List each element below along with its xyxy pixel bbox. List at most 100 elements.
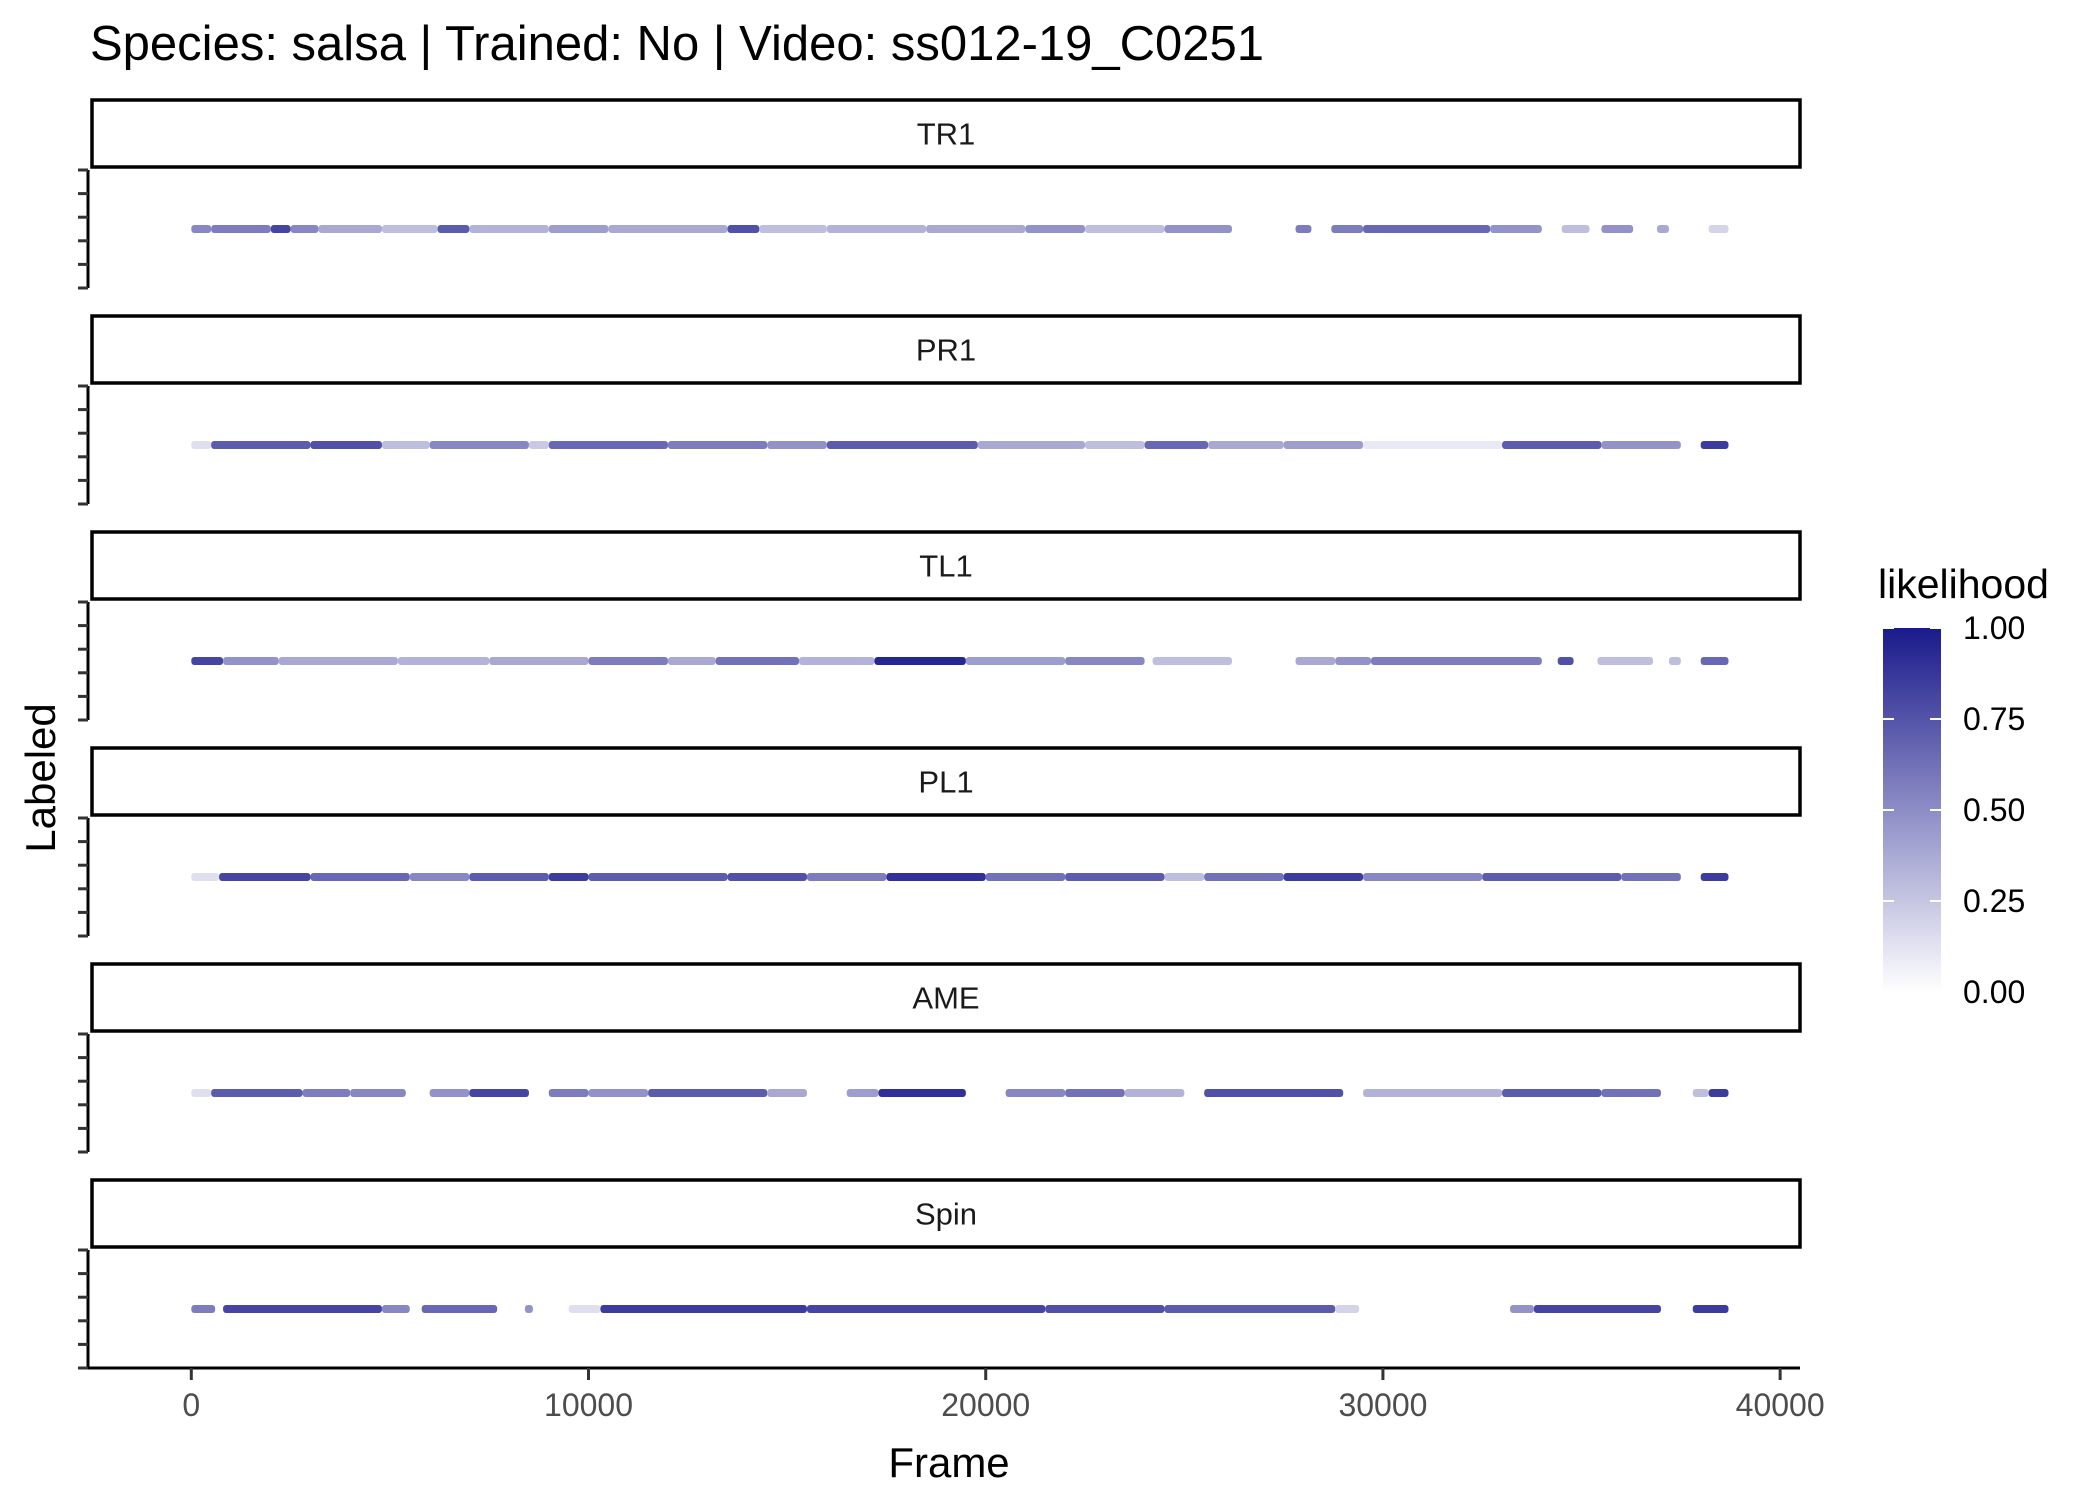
data-segment — [826, 225, 927, 233]
data-segment — [759, 225, 827, 233]
data-segment — [1085, 225, 1165, 233]
data-segment — [767, 1089, 807, 1097]
facet-label: PL1 — [918, 765, 973, 800]
data-segment — [1204, 1089, 1344, 1097]
data-segment — [302, 1089, 351, 1097]
x-tick-label: 0 — [182, 1387, 200, 1423]
data-segment — [1335, 1305, 1360, 1313]
data-segment — [548, 225, 609, 233]
data-segment — [886, 873, 986, 881]
data-segment — [727, 873, 807, 881]
data-segment — [608, 225, 728, 233]
data-segment — [1124, 1089, 1185, 1097]
data-segment — [1700, 657, 1729, 665]
data-segment — [310, 441, 382, 449]
data-segment — [1204, 873, 1284, 881]
data-segment — [1335, 657, 1372, 665]
data-segment — [548, 1089, 589, 1097]
data-segment — [568, 1305, 601, 1313]
x-tick-label: 30000 — [1338, 1387, 1427, 1423]
data-segment — [1025, 225, 1086, 233]
data-segment — [469, 225, 549, 233]
data-segment — [381, 441, 430, 449]
data-segment — [965, 657, 1066, 665]
data-segment — [429, 1089, 470, 1097]
legend: likelihood 1.00 0.75 0.50 0.25 0.00 — [1878, 561, 2049, 1010]
data-segment — [437, 225, 470, 233]
data-segment — [1601, 225, 1634, 233]
data-segment — [421, 1305, 498, 1313]
x-tick-label: 40000 — [1736, 1387, 1825, 1423]
data-segment — [1561, 225, 1590, 233]
data-segment — [1164, 1305, 1336, 1313]
data-segment — [715, 657, 800, 665]
data-segment — [191, 1089, 212, 1097]
data-segment — [1065, 1089, 1125, 1097]
data-segment — [1657, 225, 1669, 233]
data-segment — [270, 225, 291, 233]
chart-title: Species: salsa | Trained: No | Video: ss… — [90, 17, 1264, 71]
data-segment — [1283, 873, 1364, 881]
data-segment — [318, 225, 382, 233]
data-segment — [1490, 225, 1542, 233]
data-segment — [524, 1305, 533, 1313]
data-segment — [1692, 1305, 1729, 1313]
data-segment — [211, 1089, 303, 1097]
data-segment — [223, 657, 279, 665]
facet-panel-spin: Spin — [78, 1178, 1802, 1370]
facet-label: Spin — [915, 1197, 977, 1232]
data-segment — [806, 873, 887, 881]
data-segment — [826, 441, 978, 449]
data-segment — [1502, 1089, 1602, 1097]
data-segment — [667, 441, 768, 449]
data-segment — [1363, 225, 1491, 233]
data-segment — [1692, 1089, 1709, 1097]
data-segment — [1152, 657, 1232, 665]
data-segment — [767, 441, 827, 449]
legend-tick-label: 0.25 — [1963, 883, 2025, 919]
data-segment — [1621, 873, 1681, 881]
facet-strip — [90, 530, 1802, 601]
data-segment — [1700, 873, 1729, 881]
data-segment — [1482, 873, 1622, 881]
data-segment — [381, 225, 438, 233]
data-segment — [667, 657, 716, 665]
data-segment — [381, 1305, 410, 1313]
data-segment — [191, 657, 224, 665]
data-segment — [985, 873, 1066, 881]
legend-tick-label: 1.00 — [1963, 610, 2025, 646]
data-segment — [1331, 225, 1364, 233]
data-segment — [1295, 657, 1336, 665]
data-segment — [1371, 657, 1542, 665]
data-segment — [806, 1305, 1046, 1313]
data-segment — [1005, 1089, 1066, 1097]
data-segment — [588, 1089, 649, 1097]
data-segment — [1045, 1305, 1165, 1313]
facet-panels: TR1 PR1 TL1 PL1 AME Spin — [78, 98, 1802, 1370]
facet-panel-tr1: TR1 — [78, 98, 1802, 290]
data-segment — [1601, 441, 1681, 449]
legend-tick-label: 0.75 — [1963, 701, 2025, 737]
data-segment — [310, 873, 410, 881]
data-segment — [1363, 441, 1503, 449]
data-segment — [429, 441, 529, 449]
x-axis: 0 10000 20000 30000 40000 — [88, 1366, 1825, 1423]
data-segment — [1363, 873, 1483, 881]
x-tick-label: 20000 — [941, 1387, 1030, 1423]
data-segment — [977, 441, 1086, 449]
data-segment — [874, 657, 966, 665]
data-segment — [1295, 225, 1312, 233]
data-segment — [1700, 441, 1729, 449]
data-segment — [588, 873, 728, 881]
data-segment — [489, 657, 589, 665]
data-segment — [648, 1089, 768, 1097]
facet-strip — [90, 962, 1802, 1033]
data-segment — [1363, 1089, 1503, 1097]
legend-title: likelihood — [1878, 561, 2049, 607]
data-segment — [290, 225, 319, 233]
data-segment — [1283, 441, 1364, 449]
data-segment — [397, 657, 490, 665]
data-segment — [846, 1089, 879, 1097]
data-segment — [548, 873, 589, 881]
data-segment — [1708, 225, 1729, 233]
